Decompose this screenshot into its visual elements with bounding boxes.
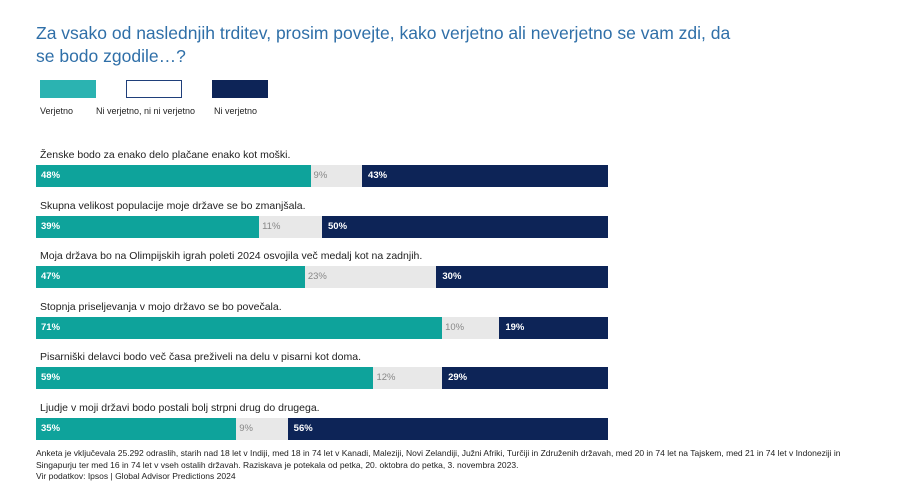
bar-unlikely: 43% bbox=[362, 165, 608, 187]
bar-neutral: 11% bbox=[259, 215, 322, 238]
value-label-unlikely: 56% bbox=[293, 422, 313, 434]
value-label-likely: 39% bbox=[41, 220, 61, 232]
value-label-unlikely: 30% bbox=[442, 271, 462, 282]
row-separator bbox=[36, 338, 608, 341]
value-label-likely: 71% bbox=[41, 321, 61, 333]
row-separator bbox=[36, 288, 608, 290]
bar-unlikely: 56% bbox=[287, 417, 608, 440]
value-label-likely: 47% bbox=[41, 271, 61, 282]
value-label-unlikely: 19% bbox=[505, 321, 525, 333]
bar-row: 35% 9% 56% bbox=[36, 417, 608, 440]
value-label-neutral: 23% bbox=[307, 271, 327, 282]
row-separator bbox=[36, 237, 608, 240]
value-label-unlikely: 50% bbox=[328, 220, 348, 232]
bar-row: 59% 12% 29% bbox=[36, 367, 608, 389]
row-label: Ljudje v moji državi bodo postali bolj s… bbox=[40, 401, 320, 414]
chart-title: Za vsako od naslednjih trditev, prosim p… bbox=[36, 23, 731, 66]
bar-row: 47% 23% 30% bbox=[36, 266, 608, 288]
row-label: Skupna velikost populacije moje države s… bbox=[40, 199, 306, 212]
legend-label-likely: Verjetno bbox=[40, 106, 74, 116]
bar-neutral: 12% bbox=[373, 367, 443, 389]
footnote-source: Vir podatkov: Ipsos | Global Advisor Pre… bbox=[36, 471, 236, 481]
legend-swatch-unlikely bbox=[212, 80, 268, 98]
bar-likely: 35% bbox=[36, 417, 237, 440]
legend-swatch-likely bbox=[40, 80, 96, 98]
row-label: Pisarniški delavci bodo več časa prežive… bbox=[40, 351, 361, 363]
legend-label-neutral: Ni verjetno, ni ni verjetno bbox=[96, 106, 196, 116]
bar-row: 39% 11% 50% bbox=[36, 215, 608, 238]
bar-unlikely: 19% bbox=[499, 316, 608, 339]
value-label-neutral: 10% bbox=[445, 321, 465, 333]
bar-likely: 39% bbox=[36, 215, 260, 238]
row-separator bbox=[36, 187, 608, 189]
value-label-likely: 48% bbox=[41, 170, 61, 181]
value-label-likely: 59% bbox=[41, 372, 61, 383]
bar-neutral: 9% bbox=[310, 165, 363, 187]
value-label-neutral: 12% bbox=[376, 372, 396, 383]
bar-neutral: 10% bbox=[442, 316, 500, 339]
bar-likely: 48% bbox=[36, 165, 311, 187]
bar-likely: 47% bbox=[36, 266, 305, 288]
legend-label-unlikely: Ni verjetno bbox=[214, 106, 258, 116]
bar-unlikely: 29% bbox=[442, 367, 608, 389]
bar-row: 71% 10% 19% bbox=[36, 316, 608, 339]
value-label-unlikely: 43% bbox=[368, 170, 388, 181]
footnote-sample: Anketa je vključevala 25.292 odraslih, s… bbox=[36, 448, 841, 470]
row-separator bbox=[36, 389, 608, 391]
footnote: Anketa je vključevala 25.292 odraslih, s… bbox=[36, 448, 856, 483]
row-label: Stopnja priseljevanja v mojo državo se b… bbox=[40, 300, 282, 313]
value-label-neutral: 9% bbox=[239, 422, 253, 434]
bar-likely: 71% bbox=[36, 316, 443, 339]
value-label-unlikely: 29% bbox=[448, 372, 468, 383]
bar-neutral: 23% bbox=[304, 266, 437, 288]
bar-unlikely: 30% bbox=[436, 266, 608, 288]
bar-unlikely: 50% bbox=[322, 215, 608, 238]
bar-row: 48% 9% 43% bbox=[36, 165, 608, 187]
bar-likely: 59% bbox=[36, 367, 374, 389]
value-label-neutral: 9% bbox=[313, 170, 328, 181]
row-label: Moja država bo na Olimpijskih igrah pole… bbox=[40, 250, 423, 262]
row-label: Ženske bodo za enako delo plačane enako … bbox=[40, 149, 291, 161]
legend-swatch-neutral bbox=[126, 80, 182, 98]
bar-neutral: 9% bbox=[236, 417, 288, 440]
value-label-likely: 35% bbox=[41, 422, 61, 434]
value-label-neutral: 11% bbox=[262, 220, 281, 232]
